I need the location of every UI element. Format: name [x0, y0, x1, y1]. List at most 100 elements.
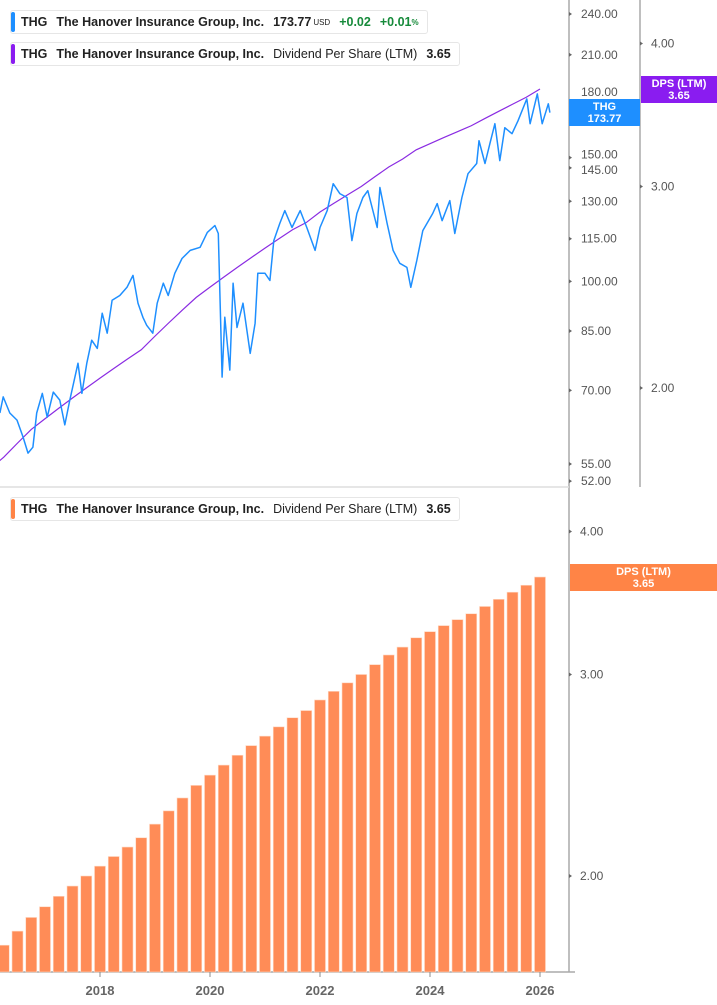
dps-bar[interactable] — [231, 754, 244, 973]
price-tick-mark — [569, 52, 572, 57]
dps-bar[interactable] — [396, 646, 409, 973]
dps-bar[interactable] — [286, 717, 299, 973]
dps-bar[interactable] — [217, 764, 230, 973]
dps-tag-bottom: DPS (LTM) 3.65 — [570, 564, 717, 591]
price-tick-mark — [569, 388, 572, 393]
dps-bar[interactable] — [451, 619, 464, 973]
price-tag-label: THG — [592, 100, 617, 113]
legend-change: +0.02 — [339, 15, 371, 29]
dps-top-tick-label: 4.00 — [651, 37, 675, 51]
price-tick-label: 180.00 — [581, 85, 618, 99]
dps-bar[interactable] — [327, 691, 340, 973]
x-tick-label: 2020 — [196, 983, 225, 998]
dps-bar[interactable] — [52, 895, 65, 973]
price-tick-label: 70.00 — [581, 383, 611, 397]
dps-bar[interactable] — [80, 875, 93, 973]
x-tick-label: 2026 — [526, 983, 555, 998]
dps-bar[interactable] — [492, 598, 505, 973]
x-tick-label: 2024 — [416, 983, 446, 998]
price-tick-label: 240.00 — [581, 7, 618, 21]
dps-bar[interactable] — [410, 637, 423, 973]
price-tick-mark — [569, 155, 572, 160]
dps-bar[interactable] — [479, 606, 491, 973]
dps-bottom-tick-label: 3.00 — [580, 667, 604, 681]
price-tag-value: 173.77 — [587, 112, 622, 125]
legend-value: 3.65 — [426, 47, 451, 61]
dps-bar[interactable] — [39, 906, 51, 973]
dps-top-tick-mark — [640, 184, 643, 189]
dps-tag-value: 3.65 — [668, 89, 690, 102]
dps-top-tick-label: 2.00 — [651, 381, 675, 395]
dps-bar[interactable] — [355, 674, 368, 973]
dps-bar[interactable] — [176, 797, 189, 973]
dps-tag-label: DPS (LTM) — [651, 77, 707, 90]
dps-bar[interactable] — [121, 846, 134, 973]
legend-currency: USD — [313, 17, 331, 27]
legend-metric: Dividend Per Share (LTM) — [273, 502, 418, 516]
legend-color-price — [11, 12, 15, 32]
dps-bar[interactable] — [190, 785, 203, 973]
dps-tag-value: 3.65 — [632, 577, 655, 590]
legend-ticker: THG — [21, 47, 48, 61]
dps-bar[interactable] — [204, 774, 216, 973]
dps-bar[interactable] — [11, 930, 24, 973]
legend-ticker: THG — [21, 502, 48, 516]
price-tick-mark — [569, 279, 572, 284]
dps-bar[interactable] — [437, 625, 450, 973]
price-tick-mark — [569, 165, 572, 170]
dps-bar[interactable] — [149, 823, 161, 973]
x-tick-label: 2022 — [306, 983, 335, 998]
dps-bar[interactable] — [506, 591, 519, 973]
price-tick-mark — [569, 479, 572, 484]
dps-bottom-tick-mark — [569, 672, 572, 677]
price-tick-label: 55.00 — [581, 457, 611, 471]
dps-bar[interactable] — [0, 944, 10, 973]
dps-bar[interactable] — [369, 664, 381, 973]
price-tick-label: 150.00 — [581, 148, 618, 162]
dps-bar[interactable] — [520, 584, 533, 973]
legend-dps-top[interactable]: THG The Hanover Insurance Group, Inc. Di… — [10, 42, 460, 66]
dps-tag-top: DPS (LTM) 3.65 — [641, 76, 717, 103]
dps-top-tick-label: 3.00 — [651, 179, 675, 193]
price-tick-mark — [569, 12, 572, 17]
dps-bar[interactable] — [162, 810, 175, 973]
price-tick-mark — [569, 236, 572, 241]
price-tick-label: 130.00 — [581, 194, 618, 208]
dps-bar[interactable] — [341, 682, 354, 973]
legend-price[interactable]: THG The Hanover Insurance Group, Inc. 17… — [10, 10, 428, 34]
dps-bar[interactable] — [94, 865, 106, 973]
dps-bar[interactable] — [25, 917, 38, 973]
price-tick-label: 52.00 — [581, 474, 611, 488]
dps-bar[interactable] — [245, 745, 258, 973]
dps-bar[interactable] — [272, 726, 285, 973]
price-tick-label: 85.00 — [581, 324, 611, 338]
x-tick-label: 2018 — [86, 983, 115, 998]
legend-company: The Hanover Insurance Group, Inc. — [56, 47, 265, 61]
dps-bar[interactable] — [465, 613, 478, 973]
price-tick-label: 145.00 — [581, 163, 618, 177]
dps-bottom-tick-label: 2.00 — [580, 869, 604, 883]
dps-bar[interactable] — [300, 710, 313, 973]
legend-value: 3.65 — [426, 502, 451, 516]
legend-metric: Dividend Per Share (LTM) — [273, 47, 418, 61]
dps-bar[interactable] — [135, 837, 148, 973]
dps-bottom-tick-mark — [569, 874, 572, 878]
legend-ticker: THG — [21, 15, 48, 29]
dps-bar[interactable] — [259, 735, 271, 973]
legend-company: The Hanover Insurance Group, Inc. — [56, 502, 265, 516]
dps-tag-label: DPS (LTM) — [616, 565, 671, 578]
legend-dps-bottom[interactable]: THG The Hanover Insurance Group, Inc. Di… — [10, 497, 460, 521]
dps-top-tick-mark — [640, 41, 643, 46]
dps-bar[interactable] — [107, 856, 120, 973]
dps-bar[interactable] — [382, 654, 395, 973]
price-tick-mark — [569, 461, 572, 466]
dps-bar[interactable] — [534, 576, 546, 973]
price-tick-label: 100.00 — [581, 274, 618, 288]
dps-bar[interactable] — [66, 885, 79, 973]
price-tick-label: 115.00 — [581, 232, 617, 246]
price-tick-label: 210.00 — [581, 48, 618, 62]
dps-top-tick-mark — [640, 386, 643, 390]
dps-bar[interactable] — [424, 631, 436, 973]
dps-bar[interactable] — [314, 699, 326, 973]
